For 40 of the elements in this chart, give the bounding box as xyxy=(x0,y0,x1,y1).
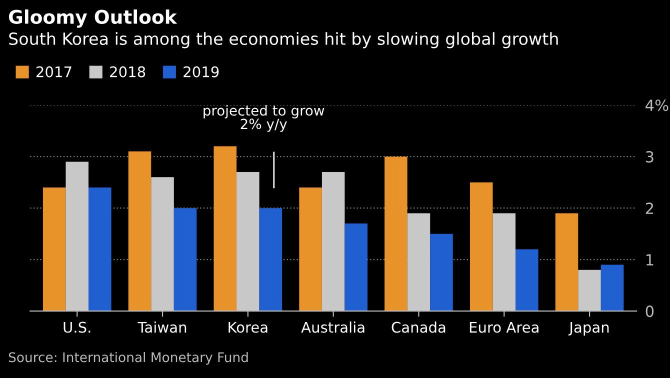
bar xyxy=(174,208,197,312)
x-tick-label: Australia xyxy=(301,322,364,333)
x-tick-label: Canada xyxy=(392,322,446,333)
x-tick-label: Korea xyxy=(228,322,268,333)
chart-subtitle: South Korea is among the economies hit by slowing global growth xyxy=(9,32,558,48)
legend-label: 2018 xyxy=(110,66,146,78)
x-tick-label: Japan xyxy=(568,322,609,336)
x-tick-label: Euro Area xyxy=(470,322,538,333)
chart-title: Gloomy Outlook xyxy=(8,9,178,28)
bar xyxy=(128,151,152,312)
bar xyxy=(600,264,624,312)
x-tick-label: Taiwan xyxy=(138,322,186,333)
bar xyxy=(407,213,430,312)
bar xyxy=(259,208,282,312)
bar xyxy=(151,177,174,312)
bar xyxy=(492,213,516,312)
bar xyxy=(555,213,578,312)
legend-label: 2017 xyxy=(36,66,72,78)
y-tick-label: 1 xyxy=(646,254,654,266)
y-tick-label: 4% xyxy=(646,100,668,112)
bar xyxy=(344,224,368,312)
bar xyxy=(470,182,493,312)
bar xyxy=(66,162,89,312)
bar xyxy=(236,172,260,312)
legend-label: 2019 xyxy=(184,66,219,78)
x-tick-label: U.S. xyxy=(64,322,90,333)
y-tick-label: 0 xyxy=(646,306,654,318)
bar xyxy=(322,172,345,312)
bar xyxy=(578,270,601,312)
bar xyxy=(384,156,408,312)
y-tick-label: 2 xyxy=(646,202,654,214)
bar xyxy=(88,187,112,312)
bar xyxy=(42,187,66,312)
bar xyxy=(299,187,322,312)
annotation: projected to grow 2% y/y xyxy=(204,104,324,132)
y-tick-label: 3 xyxy=(646,151,654,163)
bar xyxy=(430,234,453,312)
bar xyxy=(214,146,237,312)
bar xyxy=(516,249,538,312)
source-note: Source: International Monetary Fund xyxy=(8,352,248,365)
